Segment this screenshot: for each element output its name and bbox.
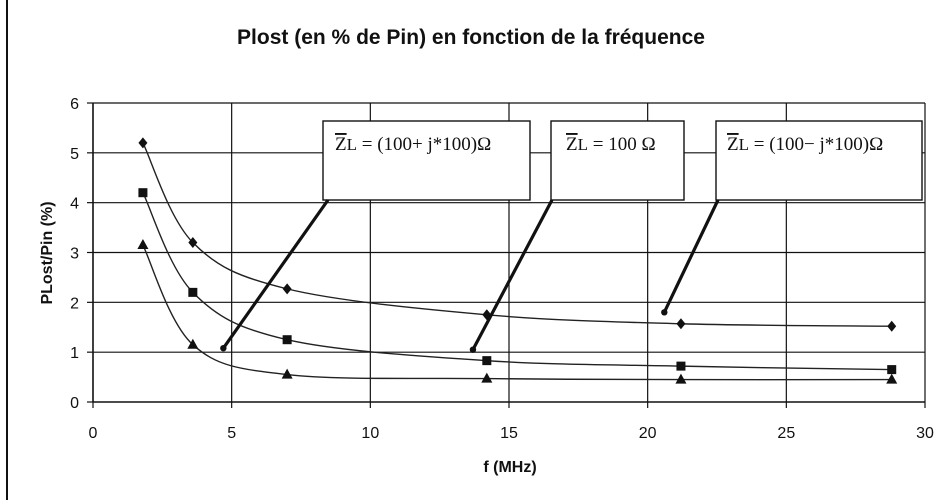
square-marker xyxy=(282,335,292,345)
x-tick-label: 30 xyxy=(916,425,934,442)
x-tick-label: 15 xyxy=(500,425,518,442)
annotation-label: ZL = (100+ j*100)Ω xyxy=(335,134,491,155)
x-tick-label: 5 xyxy=(227,425,236,442)
y-tick-label: 5 xyxy=(70,146,79,163)
annotation-arrow xyxy=(662,199,720,313)
triangle-marker xyxy=(481,372,493,383)
y-tick-label: 2 xyxy=(70,295,79,312)
triangle-marker xyxy=(281,368,293,379)
triangle-marker xyxy=(675,373,687,384)
x-tick-label: 10 xyxy=(361,425,379,442)
diamond-marker xyxy=(188,237,198,249)
y-tick-labels: 0 1 2 3 4 5 6 xyxy=(70,96,79,412)
triangle-marker xyxy=(137,239,149,250)
square-marker xyxy=(188,287,198,297)
y-axis-title: PLost/Pin (%) xyxy=(39,201,56,304)
axes xyxy=(87,102,926,408)
triangle-marker xyxy=(886,373,898,384)
annotation-box xyxy=(715,120,923,201)
y-tick-label: 0 xyxy=(70,395,79,412)
annotation-arrow xyxy=(222,199,330,350)
x-tick-label: 25 xyxy=(777,425,795,442)
diamond-marker xyxy=(676,318,686,330)
x-axis-title: f (MHz) xyxy=(483,459,536,476)
annotation-callouts: ZL = (100+ j*100)Ω ZL = 100 Ω ZL = (100− j… xyxy=(220,120,923,353)
annotation-box xyxy=(322,120,531,201)
annotation-box xyxy=(550,120,685,201)
x-tick-labels: 0 5 10 15 20 25 30 xyxy=(89,425,934,442)
series-line-square xyxy=(142,192,892,371)
square-marker xyxy=(138,188,148,198)
annotation-arrow xyxy=(471,199,554,351)
square-marker xyxy=(482,356,492,366)
diamond-marker xyxy=(282,283,292,295)
diamond-marker xyxy=(887,320,897,332)
y-tick-label: 1 xyxy=(70,345,79,362)
y-tick-label: 6 xyxy=(70,96,79,113)
annotation-arrow-head xyxy=(661,309,668,316)
square-marker xyxy=(676,361,686,371)
series-markers xyxy=(137,137,898,384)
y-tick-label: 4 xyxy=(70,196,79,213)
annotation-arrow-head xyxy=(469,346,477,353)
square-marker xyxy=(887,365,897,375)
triangle-marker xyxy=(187,338,199,349)
x-tick-label: 20 xyxy=(639,425,657,442)
annotation-label: ZL = (100− j*100)Ω xyxy=(727,134,883,155)
diamond-marker xyxy=(138,137,148,149)
annotation-arrow-head xyxy=(220,344,227,352)
x-tick-label: 0 xyxy=(89,425,98,442)
annotation-label: ZL = 100 Ω xyxy=(566,134,656,155)
chart-title: Plost (en % de Pin) en fonction de la fr… xyxy=(237,26,705,49)
left-border-line xyxy=(6,0,8,500)
y-tick-label: 3 xyxy=(70,246,79,263)
